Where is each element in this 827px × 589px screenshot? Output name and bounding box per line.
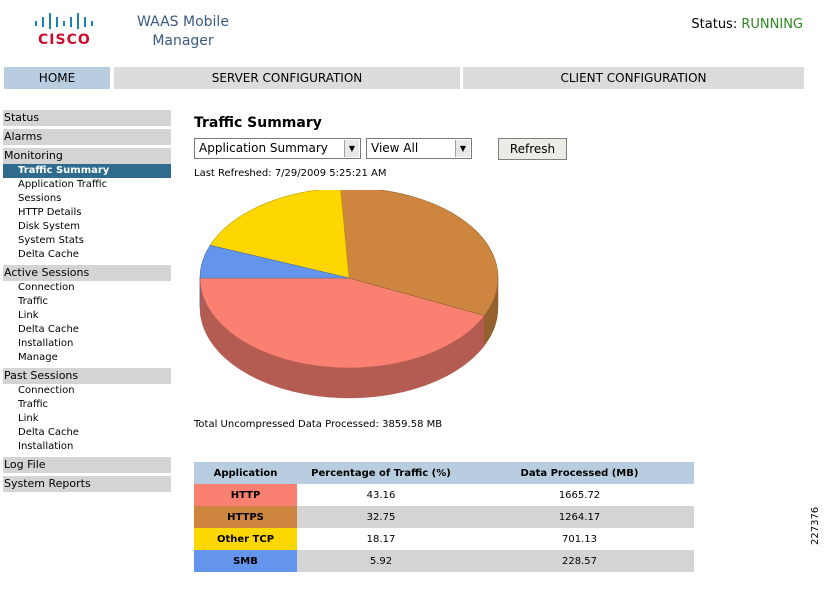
summary-type-value: Application Summary xyxy=(199,141,328,155)
sidebar-item-past-delta-cache[interactable]: Delta Cache xyxy=(18,427,79,438)
sidebar-item-active-traffic[interactable]: Traffic xyxy=(18,296,49,307)
cell-percentage: 43.16 xyxy=(297,484,465,506)
cell-application: HTTP xyxy=(194,484,297,506)
tab-server-configuration[interactable]: SERVER CONFIGURATION xyxy=(114,67,460,89)
sidebar-item-traffic-summary[interactable]: Traffic Summary xyxy=(3,164,171,178)
total-data-processed: Total Uncompressed Data Processed: 3859.… xyxy=(194,419,443,430)
traffic-pie-chart xyxy=(194,187,504,410)
sidebar-item-active-connection[interactable]: Connection xyxy=(18,282,75,293)
pie-slice-smb xyxy=(199,244,350,279)
sidebar-section-log-file[interactable]: Log File xyxy=(3,457,171,473)
cell-data-processed: 701.13 xyxy=(465,528,694,550)
sidebar-section-past-sessions[interactable]: Past Sessions xyxy=(3,368,171,384)
sidebar-item-past-installation[interactable]: Installation xyxy=(18,441,74,452)
column-header-application: Application xyxy=(194,462,297,484)
tab-home[interactable]: HOME xyxy=(4,67,110,89)
view-filter-select[interactable]: View All ▼ xyxy=(366,138,472,159)
tab-client-configuration[interactable]: CLIENT CONFIGURATION xyxy=(463,67,804,89)
system-status: Status: RUNNING xyxy=(691,17,803,32)
table-header-row: Application Percentage of Traffic (%) Da… xyxy=(194,462,694,484)
view-filter-value: View All xyxy=(371,141,419,155)
sidebar-section-monitoring[interactable]: Monitoring xyxy=(3,148,171,164)
sidebar-item-past-connection[interactable]: Connection xyxy=(18,385,75,396)
cell-application: Other TCP xyxy=(194,528,297,550)
pie-chart-svg xyxy=(199,187,499,399)
summary-type-select[interactable]: Application Summary ▼ xyxy=(194,138,361,159)
refresh-button[interactable]: Refresh xyxy=(498,138,567,160)
sidebar-section-system-reports[interactable]: System Reports xyxy=(3,476,171,492)
cisco-logo: CISCO xyxy=(30,12,105,50)
sidebar-item-delta-cache[interactable]: Delta Cache xyxy=(18,249,79,260)
column-header-percentage: Percentage of Traffic (%) xyxy=(297,462,465,484)
cell-data-processed: 1264.17 xyxy=(465,506,694,528)
table-row: HTTPS 32.75 1264.17 xyxy=(194,506,694,528)
pie-slice-http xyxy=(199,277,485,369)
sidebar-section-alarms[interactable]: Alarms xyxy=(3,129,171,145)
sidebar-item-http-details[interactable]: HTTP Details xyxy=(18,207,82,218)
sidebar-item-active-installation[interactable]: Installation xyxy=(18,338,74,349)
top-nav: HOME SERVER CONFIGURATION CLIENT CONFIGU… xyxy=(4,67,804,89)
page-title: Traffic Summary xyxy=(194,115,322,131)
sidebar-section-active-sessions[interactable]: Active Sessions xyxy=(3,265,171,281)
cell-percentage: 32.75 xyxy=(297,506,465,528)
traffic-table: Application Percentage of Traffic (%) Da… xyxy=(194,462,694,572)
cell-data-processed: 1665.72 xyxy=(465,484,694,506)
cell-percentage: 18.17 xyxy=(297,528,465,550)
sidebar-item-active-link[interactable]: Link xyxy=(18,310,39,321)
pie-slice-other-tcp xyxy=(209,187,350,279)
sidebar-item-past-traffic[interactable]: Traffic xyxy=(18,399,49,410)
sidebar-item-application-traffic[interactable]: Application Traffic xyxy=(18,179,108,190)
table-row: Other TCP 18.17 701.13 xyxy=(194,528,694,550)
cisco-wordmark: CISCO xyxy=(38,32,91,48)
figure-id: 227376 xyxy=(810,506,821,545)
cisco-bars-icon xyxy=(35,13,93,29)
cell-application: SMB xyxy=(194,550,297,572)
sidebar-item-active-manage[interactable]: Manage xyxy=(18,352,58,363)
status-label: Status: xyxy=(691,17,738,32)
sidebar-item-active-delta-cache[interactable]: Delta Cache xyxy=(18,324,79,335)
sidebar-item-system-stats[interactable]: System Stats xyxy=(18,235,84,246)
column-header-data-processed: Data Processed (MB) xyxy=(465,462,694,484)
last-refreshed-text: Last Refreshed: 7/29/2009 5:25:21 AM xyxy=(194,168,387,179)
status-value: RUNNING xyxy=(741,17,803,32)
sidebar-item-disk-system[interactable]: Disk System xyxy=(18,221,80,232)
pie-slice-https xyxy=(340,187,499,316)
sidebar-section-status[interactable]: Status xyxy=(3,110,171,126)
cell-data-processed: 228.57 xyxy=(465,550,694,572)
sidebar-item-sessions[interactable]: Sessions xyxy=(18,193,62,204)
chevron-down-icon[interactable]: ▼ xyxy=(344,140,359,157)
table-row: SMB 5.92 228.57 xyxy=(194,550,694,572)
cell-percentage: 5.92 xyxy=(297,550,465,572)
sidebar-item-past-link[interactable]: Link xyxy=(18,413,39,424)
table-row: HTTP 43.16 1665.72 xyxy=(194,484,694,506)
sidebar: Status Alarms Monitoring Traffic Summary… xyxy=(3,110,171,492)
app-title-line2: Manager xyxy=(152,33,214,49)
chevron-down-icon[interactable]: ▼ xyxy=(455,140,470,157)
app-title-line1: WAAS Mobile xyxy=(137,14,229,30)
app-title: WAAS Mobile Manager xyxy=(128,13,238,51)
cell-application: HTTPS xyxy=(194,506,297,528)
